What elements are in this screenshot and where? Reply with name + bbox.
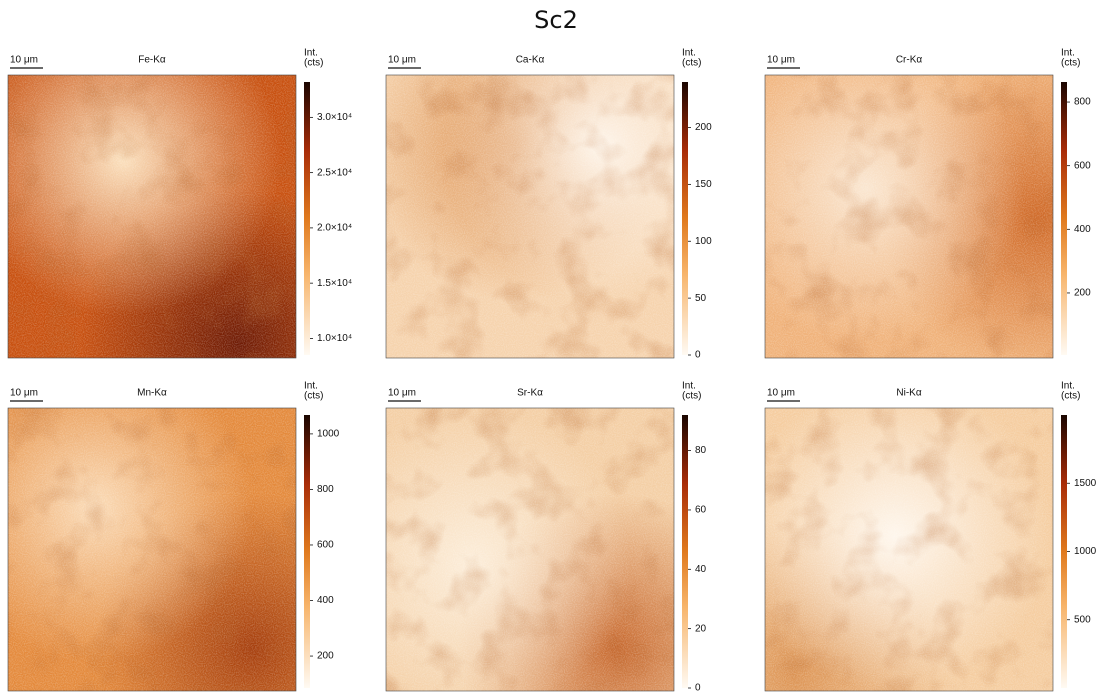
scale-bar-label: 10 μm xyxy=(767,55,795,66)
colorbar-tick-label: 400 xyxy=(1074,224,1091,235)
colorbar-label: Int. xyxy=(304,48,318,59)
colorbar-label: Int. xyxy=(304,381,318,392)
colorbar-tick-label: 60 xyxy=(695,505,707,516)
colorbar-label: Int. xyxy=(1061,48,1075,59)
colorbar xyxy=(682,82,688,355)
colorbar-tick-label: 1000 xyxy=(317,429,340,440)
panel: 10 μm Sr-Kα Int.(cts) 0 20 40 60 80 xyxy=(385,381,707,693)
colorbar-label: Int. xyxy=(682,381,696,392)
element-map xyxy=(7,407,297,692)
colorbar-tick-label: 50 xyxy=(695,293,707,304)
element-map xyxy=(385,74,675,359)
colorbar-label: (cts) xyxy=(304,58,323,69)
colorbar xyxy=(682,415,688,688)
colorbar-tick-label: 150 xyxy=(695,179,712,190)
colorbar-tick-label: 1.5×10⁴ xyxy=(317,278,352,289)
element-map xyxy=(7,74,297,359)
colorbar-tick-label: 800 xyxy=(1074,97,1091,108)
colorbar xyxy=(1061,82,1067,355)
colorbar-tick-label: 0 xyxy=(695,683,701,693)
map-label: Fe-Kα xyxy=(138,55,166,66)
colorbar-tick-label: 1000 xyxy=(1074,546,1097,557)
colorbar-tick-label: 800 xyxy=(317,484,334,495)
element-map xyxy=(764,407,1054,692)
colorbar-tick-label: 2.0×10⁴ xyxy=(317,223,352,234)
panel: 10 μm Mn-Kα Int.(cts) 200 400 600 800 1000 xyxy=(7,381,340,692)
colorbar-tick-label: 0 xyxy=(695,350,701,361)
colorbar-label: Int. xyxy=(1061,381,1075,392)
scale-bar-label: 10 μm xyxy=(10,55,38,66)
map-label: Ni-Kα xyxy=(896,388,921,399)
colorbar-tick-label: 200 xyxy=(317,651,334,662)
scale-bar-label: 10 μm xyxy=(388,388,416,399)
map-label: Mn-Kα xyxy=(137,388,167,399)
colorbar-tick-label: 400 xyxy=(317,595,334,606)
colorbar-tick-label: 1.0×10⁴ xyxy=(317,333,352,344)
colorbar-tick-label: 200 xyxy=(1074,288,1091,299)
colorbar-tick-label: 1500 xyxy=(1074,478,1097,489)
colorbar-tick-label: 40 xyxy=(695,564,707,575)
map-label: Sr-Kα xyxy=(517,388,543,399)
map-label: Ca-Kα xyxy=(516,55,545,66)
colorbar xyxy=(304,82,310,355)
colorbar-label: (cts) xyxy=(1061,58,1080,69)
colorbar-label: (cts) xyxy=(682,391,701,402)
map-label: Cr-Kα xyxy=(896,55,923,66)
colorbar-label: (cts) xyxy=(682,58,701,69)
colorbar-tick-label: 80 xyxy=(695,445,707,456)
panel: 10 μm Cr-Kα Int.(cts) 200 400 600 800 xyxy=(764,48,1091,359)
colorbar-label: (cts) xyxy=(1061,391,1080,402)
colorbar xyxy=(304,415,310,688)
panel: 10 μm Fe-Kα Int.(cts) 1.0×10⁴ 1.5×10⁴ 2.0×10⁴… xyxy=(7,48,352,359)
element-map xyxy=(385,407,675,692)
colorbar-tick-label: 3.0×10⁴ xyxy=(317,112,352,123)
colorbar-tick-label: 500 xyxy=(1074,614,1091,625)
colorbar-tick-label: 100 xyxy=(695,236,712,247)
colorbar-tick-label: 20 xyxy=(695,623,707,634)
colorbar-label: Int. xyxy=(682,48,696,59)
colorbar-tick-label: 200 xyxy=(695,122,712,133)
scale-bar-label: 10 μm xyxy=(10,388,38,399)
figure-title: Sc2 xyxy=(534,6,578,34)
colorbar-tick-label: 600 xyxy=(317,540,334,551)
colorbar-label: (cts) xyxy=(304,391,323,402)
colorbar-tick-label: 2.5×10⁴ xyxy=(317,167,352,178)
colorbar xyxy=(1061,415,1067,688)
colorbar-tick-label: 600 xyxy=(1074,160,1091,171)
scale-bar-label: 10 μm xyxy=(388,55,416,66)
panel: 10 μm Ni-Kα Int.(cts) 500 1000 1500 xyxy=(764,381,1097,692)
scale-bar-label: 10 μm xyxy=(767,388,795,399)
panel: 10 μm Ca-Kα Int.(cts) 0 50 100 150 200 xyxy=(385,48,712,361)
element-map xyxy=(764,74,1054,359)
